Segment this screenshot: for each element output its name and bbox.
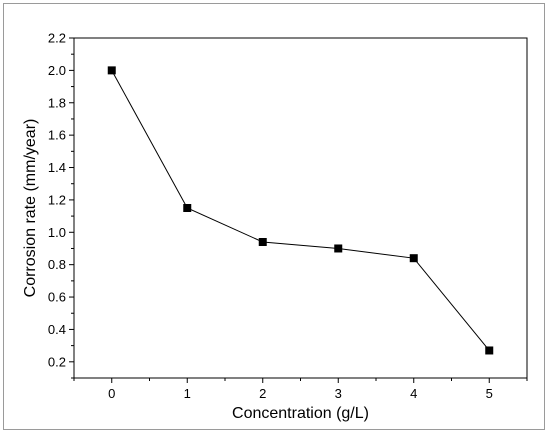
y-tick-label: 0.2 bbox=[48, 354, 66, 369]
x-tick-label: 1 bbox=[184, 386, 191, 401]
x-tick-label: 4 bbox=[410, 386, 417, 401]
data-point bbox=[485, 346, 494, 355]
y-tick-label: 2.0 bbox=[48, 63, 66, 78]
y-tick-label: 1.2 bbox=[48, 192, 66, 207]
x-tick-label: 0 bbox=[108, 386, 115, 401]
x-tick-label: 2 bbox=[259, 386, 266, 401]
plot-area bbox=[73, 37, 528, 379]
y-tick-label: 1.8 bbox=[48, 95, 66, 110]
y-tick-label: 1.0 bbox=[48, 225, 66, 240]
series-line bbox=[111, 70, 490, 351]
data-point bbox=[409, 254, 418, 263]
y-tick-label: 0.4 bbox=[48, 322, 66, 337]
x-axis-label: Concentration (g/L) bbox=[232, 405, 369, 422]
y-tick-label: 0.8 bbox=[48, 257, 66, 272]
x-tick-label: 5 bbox=[486, 386, 493, 401]
data-point bbox=[107, 66, 116, 75]
y-tick-label: 1.6 bbox=[48, 128, 66, 143]
y-tick-label: 2.2 bbox=[48, 31, 66, 46]
y-tick-label: 1.4 bbox=[48, 160, 66, 175]
y-axis-label: Corrosion rate (mm/year) bbox=[22, 119, 39, 298]
y-tick-label: 0.6 bbox=[48, 290, 66, 305]
chart-frame bbox=[3, 3, 545, 430]
x-tick-label: 3 bbox=[335, 386, 342, 401]
data-point bbox=[258, 238, 267, 246]
data-point bbox=[334, 244, 343, 253]
tick-labels: 0.2 0.4 0.6 0.8 1.0 1.2 1.4 1.6 1.8 2.0 2.2 0 1 2 3 4 5 bbox=[48, 31, 493, 402]
data-markers bbox=[107, 66, 494, 355]
data-point bbox=[183, 204, 192, 212]
axis-ticks bbox=[69, 37, 528, 383]
